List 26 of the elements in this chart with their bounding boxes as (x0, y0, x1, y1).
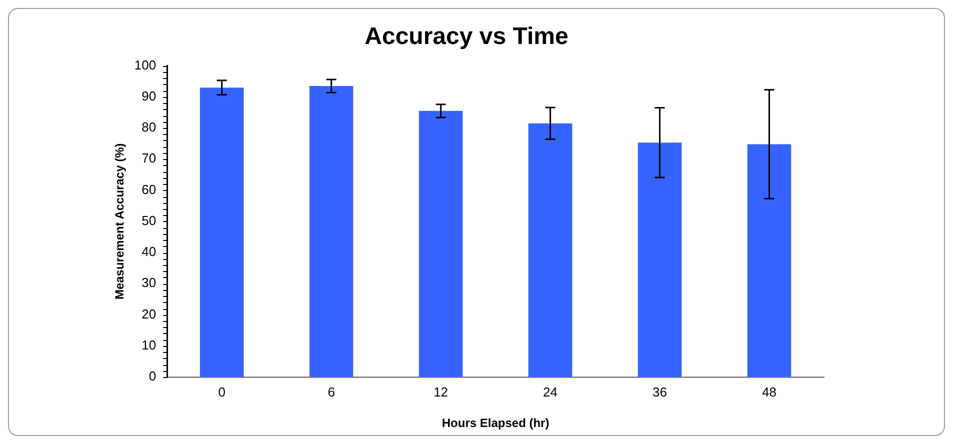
x-tick-label: 12 (434, 384, 448, 400)
y-tick-label: 10 (142, 337, 156, 352)
y-tick-label: 30 (142, 275, 156, 290)
bar (418, 110, 463, 377)
x-tick-label: 36 (652, 384, 668, 400)
y-tick-label: 80 (142, 120, 156, 135)
y-tick-label: 40 (142, 244, 156, 260)
y-tick-label: 100 (134, 57, 156, 72)
x-axis-title: Hours Elapsed (hr) (442, 416, 550, 430)
x-tick-label: 0 (218, 384, 226, 400)
y-tick-label: 70 (142, 150, 156, 166)
y-tick-label: 20 (142, 306, 156, 322)
y-axis-title: Measurement Accuracy (%) (112, 143, 127, 300)
y-tick-label: 60 (142, 182, 156, 197)
bar (200, 88, 244, 377)
y-tick-label: 50 (142, 212, 156, 228)
bar (638, 142, 682, 377)
y-tick-label: 0 (148, 368, 156, 384)
y-tick-label: 90 (142, 88, 156, 104)
chart-title: Accuracy vs Time (364, 23, 568, 50)
bar (309, 86, 354, 377)
x-tick-label: 6 (328, 384, 335, 400)
bar (747, 144, 792, 377)
x-tick-label: 48 (762, 384, 776, 400)
bar (528, 123, 572, 377)
x-tick-label: 24 (543, 384, 558, 400)
